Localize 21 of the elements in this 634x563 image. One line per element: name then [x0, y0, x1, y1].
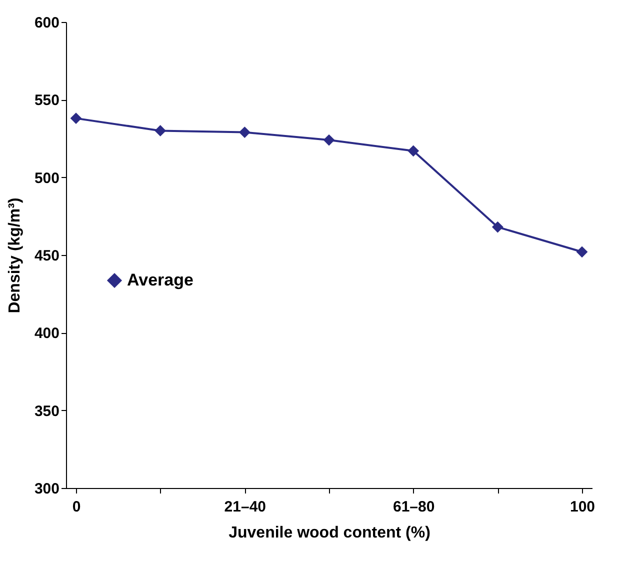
- point: [492, 221, 504, 233]
- x-tick-label: 21–40: [224, 498, 266, 516]
- y-tick-label: 350: [34, 402, 60, 420]
- x-tick-label: 0: [72, 498, 81, 516]
- y-tick-label: 600: [34, 14, 60, 32]
- x-axis-title: Juvenile wood content (%): [228, 524, 430, 542]
- point: [238, 126, 250, 138]
- point: [408, 145, 420, 157]
- y-tick-label: 550: [34, 92, 60, 110]
- point: [154, 125, 166, 136]
- point: [323, 134, 335, 146]
- point: [576, 246, 588, 258]
- x-tick-label: 61–80: [392, 498, 435, 516]
- x-tick-label: 100: [570, 498, 596, 516]
- point: [70, 112, 82, 124]
- legend-label: Average: [127, 270, 194, 290]
- y-tick-label: 500: [34, 170, 60, 187]
- y-tick-label: 400: [34, 325, 60, 342]
- y-axis-title: Density (kg/m³): [6, 198, 24, 314]
- y-tick-label: 450: [34, 248, 60, 264]
- y-tick-label: 300: [34, 480, 60, 498]
